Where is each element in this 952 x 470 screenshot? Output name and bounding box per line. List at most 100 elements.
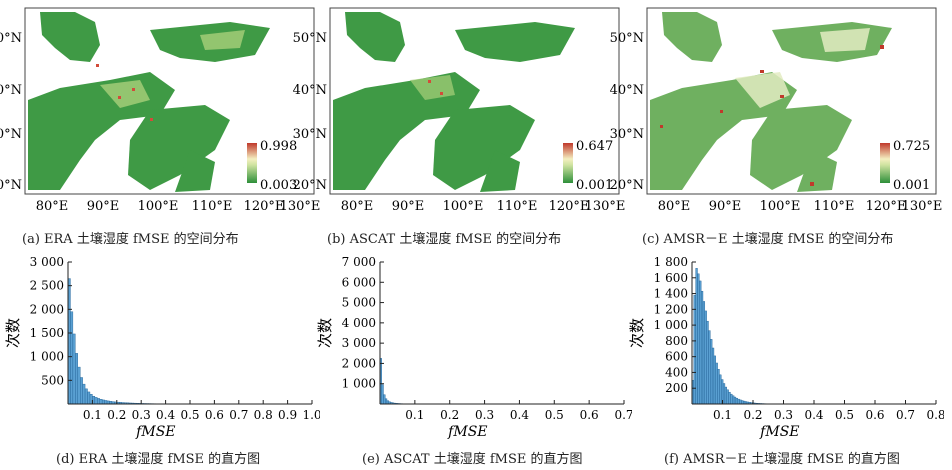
- lon-tick: 100°E: [760, 199, 801, 214]
- histogram-e: 1 000 2 000 3 000 4 000 5 000 6 000 7 000 0.1 0.…: [316, 255, 632, 440]
- x-tick-label: 0.6: [580, 408, 599, 422]
- x-tick-label: 0.9: [278, 408, 297, 422]
- lon-tick: 100°E: [443, 199, 484, 214]
- y-axis-label: 次数: [628, 318, 646, 348]
- x-tick-label: 0.4: [804, 408, 823, 422]
- histogram-bar: [97, 398, 100, 405]
- histogram-bar: [700, 290, 704, 405]
- y-tick-label: 1 400: [654, 287, 688, 301]
- lon-tick: 80°E: [658, 199, 691, 214]
- histogram-bar: [732, 395, 735, 405]
- x-tick-label: 1.0: [302, 408, 320, 422]
- bars: [691, 268, 781, 405]
- x-tick-label: 0.5: [835, 408, 854, 422]
- lat-tick: 30°N: [0, 127, 22, 142]
- x-axis-label: fMSE: [447, 424, 487, 440]
- map-panel-a: 0.998 0.003 20°N 30°N 40°N 50°N 80°E 90°…: [0, 7, 320, 214]
- histogram-bar: [99, 399, 103, 405]
- lon-tick: 90°E: [392, 199, 425, 214]
- histogram-bar: [94, 397, 98, 405]
- lon-tick: 120°E: [244, 199, 285, 214]
- y-tick-label: 5 000: [342, 296, 376, 310]
- lon-tick: 80°E: [341, 199, 374, 214]
- y-tick-label: 2 000: [342, 356, 376, 370]
- histogram-d: 500 1 000 1 500 2 000 2 500 3 000 0.1 0.2 0.3 0.4…: [4, 255, 320, 440]
- lon-tick: 120°E: [549, 199, 590, 214]
- y-tick-label: 600: [665, 350, 688, 364]
- histogram-bar: [728, 391, 731, 405]
- y-tick-label: 800: [665, 334, 688, 348]
- histogram-bar: [84, 388, 88, 405]
- colorbar-max-b: 0.647: [576, 139, 613, 154]
- lat-tick: 40°N: [610, 83, 644, 98]
- lat-tick: 40°N: [0, 83, 22, 98]
- y-tick-label: 3 000: [30, 255, 64, 269]
- x-tick-label: 0.6: [205, 408, 224, 422]
- y-axis-label: 次数: [4, 318, 22, 348]
- y-tick-label: 1 000: [342, 377, 376, 391]
- y-axis-label: 次数: [316, 318, 334, 348]
- y-tick-label: 1 000: [654, 318, 688, 332]
- histogram-bar: [722, 383, 726, 405]
- histogram-bar: [708, 330, 711, 405]
- x-tick-label: 0.3: [132, 408, 151, 422]
- lat-tick: 30°N: [293, 127, 327, 142]
- bars: [379, 358, 436, 405]
- x-tick-label: 0.2: [743, 408, 762, 422]
- histogram-bar: [726, 389, 729, 405]
- x-tick-label: 0.3: [774, 408, 793, 422]
- lon-tick: 130°E: [902, 199, 943, 214]
- histogram-bar: [730, 393, 733, 405]
- lat-tick: 50°N: [0, 31, 22, 46]
- y-tick-label: 500: [41, 373, 64, 387]
- x-tick-label: 0.4: [510, 408, 529, 422]
- x-tick-label: 0.8: [254, 408, 273, 422]
- histogram-bar: [741, 400, 744, 405]
- histogram-bar: [724, 386, 727, 405]
- histogram-bar: [719, 374, 722, 405]
- histogram-bar: [717, 369, 720, 405]
- y-tick-label: 1 500: [30, 326, 64, 340]
- caption-f: (f) AMSR－E 土壤湿度 fMSE 的直方图: [664, 452, 900, 467]
- y-tick-label: 2 500: [30, 279, 64, 293]
- colorbar-min-b: 0.001: [576, 178, 613, 193]
- lat-tick: 50°N: [610, 31, 644, 46]
- x-axis-label: fMSE: [759, 424, 799, 440]
- map-panel-b: 0.647 0.001 20°N 30°N 40°N 50°N 80°E 90°…: [293, 7, 626, 214]
- histogram-bar: [711, 347, 715, 405]
- histogram-bar: [101, 399, 105, 405]
- x-tick-label: 0.2: [440, 408, 459, 422]
- histogram-bar: [383, 394, 386, 405]
- histogram-bar: [82, 383, 86, 405]
- histogram-bar: [735, 397, 738, 405]
- y-tick-label: 4 000: [342, 316, 376, 330]
- lon-tick: 90°E: [709, 199, 742, 214]
- lon-tick: 130°E: [585, 199, 626, 214]
- x-tick-label: 0.1: [83, 408, 102, 422]
- y-tick-label: 400: [665, 365, 688, 379]
- histogram-bar: [704, 310, 707, 405]
- histogram-bar: [706, 320, 709, 405]
- x-tick-label: 0.6: [865, 408, 884, 422]
- caption-a: (a) ERA 土壤湿度 fMSE 的空间分布: [22, 232, 239, 247]
- colorbar-max-c: 0.725: [893, 139, 930, 154]
- colorbar-c: [880, 143, 890, 183]
- histogram-bar: [77, 366, 81, 405]
- lon-tick: 110°E: [814, 199, 855, 214]
- y-tick-label: 1 000: [30, 350, 64, 364]
- land-surface-b: [333, 12, 575, 192]
- colorbar-max-a: 0.998: [260, 139, 297, 154]
- y-tick-label: 6 000: [342, 275, 376, 289]
- histogram-bar: [695, 268, 698, 405]
- histogram-bar: [702, 301, 706, 405]
- y-tick-label: 1 600: [654, 271, 688, 285]
- histogram-bar: [733, 396, 737, 405]
- lon-tick: 110°E: [497, 199, 538, 214]
- histogram-bar: [739, 399, 742, 405]
- histogram-bar: [710, 339, 713, 405]
- histogram-bar: [381, 384, 384, 405]
- caption-e: (e) ASCAT 土壤湿度 fMSE 的直方图: [362, 452, 583, 467]
- lon-tick: 110°E: [192, 199, 233, 214]
- lat-tick: 30°N: [610, 127, 644, 142]
